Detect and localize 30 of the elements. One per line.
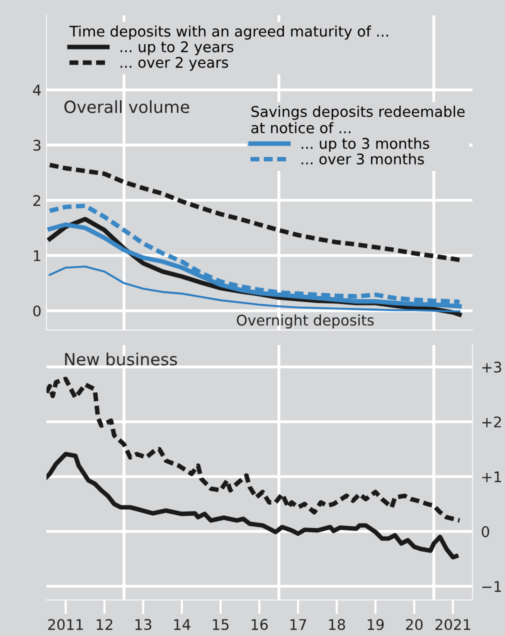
y-tick-label: +1 — [482, 472, 501, 482]
y-tick-label: 0 — [482, 526, 490, 538]
x-tick-label: 17 — [290, 619, 306, 630]
y-tick-label: +3 — [482, 362, 502, 373]
x-tick-label: 20 — [406, 619, 423, 630]
annotation: Savings deposits redeemable at notice of ... — [251, 106, 465, 134]
y-tick-label: 0 — [33, 305, 41, 316]
legend-label: ... up to 2 years — [120, 41, 234, 56]
chart-title: New business — [65, 352, 177, 366]
x-tick-label: 14 — [174, 619, 190, 630]
y-tick-label: 1 — [34, 250, 40, 262]
legend-label: ... over 2 years — [120, 56, 228, 71]
legend-label: ... up to 3 months — [302, 138, 430, 152]
legend-title: Time deposits with an agreed maturity of ... — [69, 25, 388, 40]
y-tick-label: 3 — [33, 140, 40, 151]
text: Overall volume — [64, 100, 190, 114]
y-tick-label: −1 — [482, 581, 501, 592]
y-tick-label: 4 — [33, 84, 41, 96]
x-tick-label: 19 — [368, 619, 384, 630]
y-tick-label: +2 — [482, 416, 501, 428]
legend-label: ... over 3 months — [302, 153, 424, 165]
x-tick-label: 15 — [212, 619, 229, 630]
x-tick-label: 16 — [252, 619, 268, 630]
x-tick-label: 18 — [329, 619, 346, 630]
y-tick-label: 2 — [33, 195, 40, 206]
annotation: Overnight deposits — [236, 314, 374, 329]
x-tick-label: 12 — [96, 619, 112, 630]
x-tick-label: 13 — [135, 619, 152, 630]
x-tick-label: 2021 — [435, 619, 470, 630]
x-tick-label: 2011 — [48, 619, 83, 630]
